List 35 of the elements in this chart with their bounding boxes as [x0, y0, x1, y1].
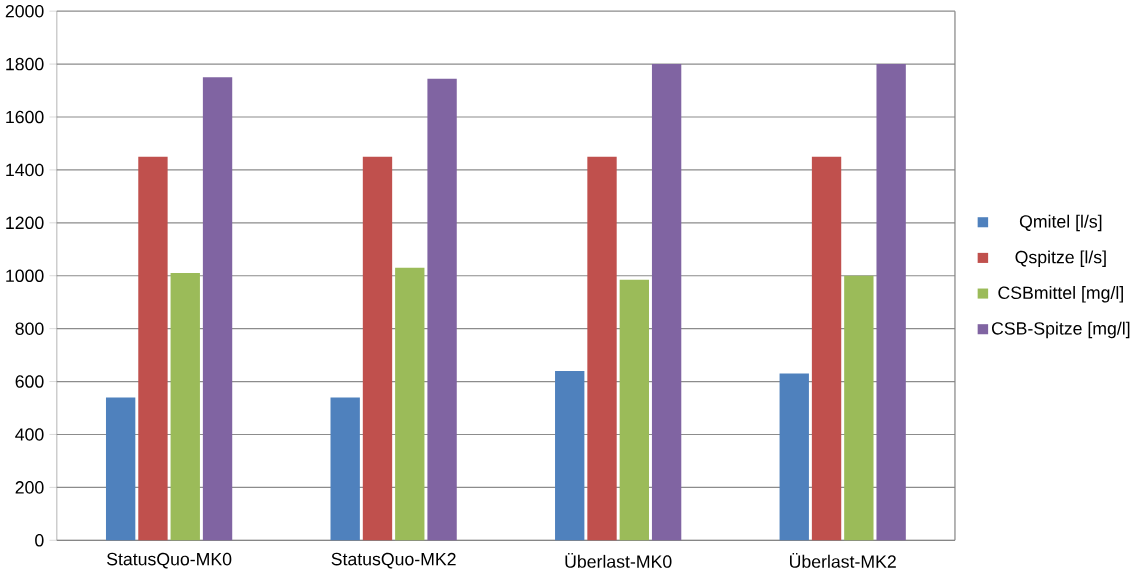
legend-label: CSB-Spitze [mg/l]: [991, 321, 1130, 338]
bar: [587, 156, 617, 541]
bar: [427, 78, 457, 541]
x-tick-label: Überlast-MK2: [790, 552, 896, 568]
y-tick-label: 400: [15, 427, 44, 441]
bar: [555, 370, 585, 541]
bar: [362, 156, 393, 541]
legend-label: CSBmittel [mg/l]: [998, 285, 1123, 303]
y-tick-label: 1200: [6, 216, 44, 229]
bar: [395, 267, 425, 541]
y-tick-label: 1400: [6, 163, 44, 176]
x-tick-label: StatusQuo-MK0: [107, 552, 232, 569]
x-tick-label: StatusQuo-MK2: [331, 552, 456, 569]
y-tick-label: 0: [35, 533, 44, 547]
bar: [619, 279, 649, 541]
bar: [202, 77, 233, 541]
bar: [651, 63, 682, 541]
bar: [811, 156, 842, 541]
bar: [779, 373, 809, 541]
bar: [844, 275, 874, 541]
legend-label: Qmitel [l/s]: [1019, 214, 1102, 231]
y-tick-label: 1000: [6, 269, 44, 282]
y-tick-label: 1800: [6, 57, 44, 71]
y-tick-label: 800: [15, 322, 44, 335]
legend-label: Qspitze [l/s]: [1015, 250, 1106, 267]
y-tick-label: 200: [15, 480, 44, 494]
y-tick-label: 600: [15, 375, 44, 388]
bar: [330, 397, 360, 541]
y-tick-label: 1600: [6, 110, 44, 124]
bar: [138, 156, 168, 541]
bar: [170, 272, 200, 541]
bar: [876, 63, 906, 541]
y-tick-label: 2000: [5, 4, 44, 18]
bar: [105, 397, 136, 541]
x-tick-label: Überlast-MK0: [565, 552, 672, 568]
